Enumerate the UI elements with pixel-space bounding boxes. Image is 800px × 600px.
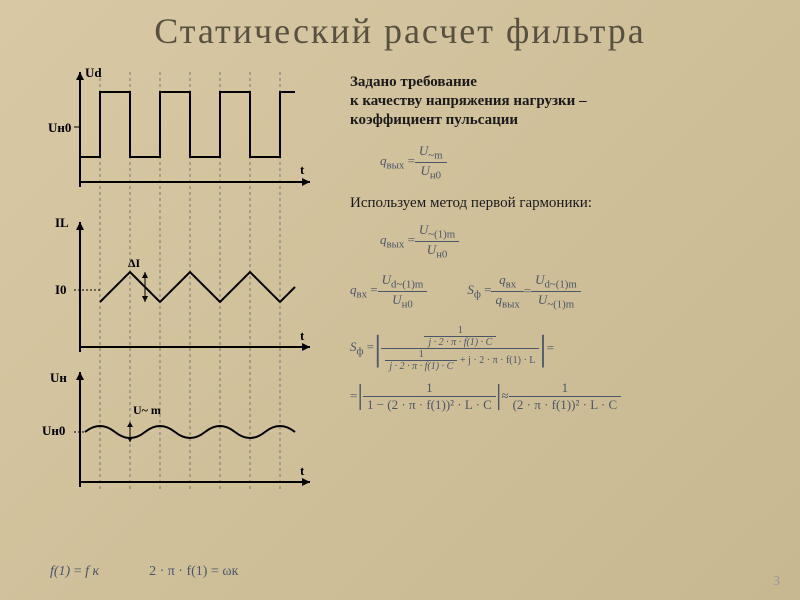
plot-il: IL t I0 ΔI	[55, 215, 310, 352]
svg-text:I0: I0	[55, 282, 67, 297]
formula-qout2: qвых = U~(1)m Uн0	[380, 222, 780, 260]
method-line: Используем метод первой гармоники:	[350, 195, 780, 212]
req-line3: коэффициент пульсации	[350, 112, 780, 129]
svg-text:IL: IL	[55, 215, 69, 230]
svg-text:Uн0: Uн0	[48, 120, 71, 135]
svg-text:Uн0: Uн0	[42, 423, 65, 438]
slide-number: 3	[773, 574, 780, 590]
req-line1: Задано требование	[350, 74, 780, 91]
svg-text:t: t	[300, 162, 305, 177]
formula-qin-sphi: qвх = Ud~(1)m Uн0 Sф = qвх qвых = Ud~(1)…	[350, 268, 780, 314]
svg-text:t: t	[300, 328, 305, 343]
formula-sphi-final: = | 1 1 − (2 · π · f(1))² · L · C | ≈ 1 …	[350, 380, 780, 413]
formula-sphi-big: Sф = | 1 j · 2 · π · f(1) · C 1 j · 2 · …	[350, 325, 780, 372]
slide-title: Статический расчет фильтра	[0, 0, 800, 52]
svg-text:ΔI: ΔI	[128, 256, 141, 270]
svg-text:t: t	[300, 463, 305, 478]
text-column: Задано требование к качеству напряжения …	[330, 62, 780, 507]
req-line2: к качеству напряжения нагрузки –	[350, 93, 780, 110]
svg-text:U~ m: U~ m	[133, 403, 161, 417]
formula-qout: qвых = U~m Uн0	[380, 143, 780, 181]
plot-ud: Ud t Uн0	[48, 65, 310, 187]
bottom-formulas: f(1) = f к 2 · π · f(1) = ωк	[50, 564, 238, 580]
svg-text:Uн: Uн	[50, 370, 67, 385]
svg-text:Ud: Ud	[85, 65, 102, 80]
waveform-diagram: Ud t Uн0 IL t I0	[30, 62, 330, 507]
plot-un: Uн t Uн0 U~ m	[42, 370, 310, 487]
